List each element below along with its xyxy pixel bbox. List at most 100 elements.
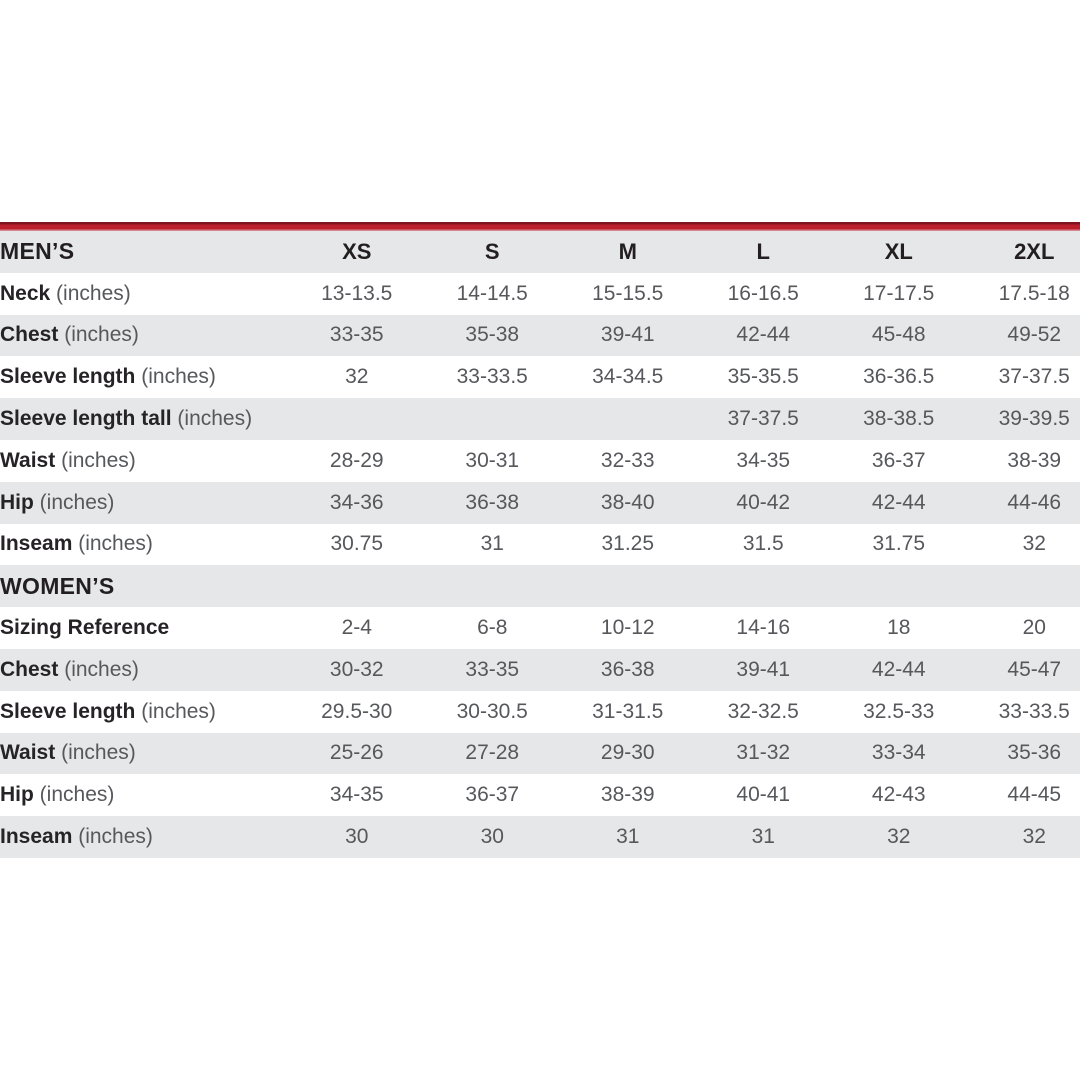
size-value: 31.75 [872, 532, 926, 556]
size-value: 39-41 [736, 657, 791, 681]
size-value: 31-32 [736, 741, 791, 765]
row-label-cell: Waist (inches) [0, 440, 289, 482]
size-value: 33-35 [329, 323, 384, 347]
size-header-xl: XL [884, 238, 913, 264]
row-label-cell: Inseam (inches) [0, 816, 289, 858]
measurement-label: Chest [0, 323, 59, 347]
size-value: 32-32.5 [727, 699, 799, 723]
size-value: 2-4 [341, 616, 372, 640]
row-label-cell: Chest (inches) [0, 649, 289, 691]
size-value: 32 [1022, 825, 1046, 849]
size-value: 34-36 [329, 490, 384, 514]
size-value: 38-38.5 [863, 407, 935, 431]
size-value: 40-42 [736, 490, 791, 514]
size-value: 49-52 [1007, 323, 1062, 347]
row-label-cell: Sleeve length (inches) [0, 691, 289, 733]
size-value: 34-35 [736, 448, 791, 472]
red-top-rule [0, 222, 1080, 231]
table-row-mens-sleeve-length-tall: Sleeve length tall (inches) 37-37.5 38-3… [0, 398, 1080, 440]
measurement-unit: (inches) [64, 323, 139, 347]
table-row-womens-sizing-reference: Sizing Reference 2-4 6-8 10-12 14-16 18 … [0, 607, 1080, 649]
size-value [425, 398, 561, 440]
table-row-womens-waist: Waist (inches) 25-26 27-28 29-30 31-32 3… [0, 732, 1080, 775]
size-value: 36-38 [600, 657, 655, 681]
table-row-womens-inseam: Inseam (inches) 30 30 31 31 32 32 [0, 816, 1080, 858]
womens-section-title: WOMEN’S [0, 572, 115, 599]
size-value: 35-36 [1007, 741, 1062, 765]
size-value: 45-48 [871, 323, 926, 347]
size-value: 17.5-18 [998, 281, 1070, 305]
row-label-cell: Hip (inches) [0, 774, 289, 816]
size-value: 6-8 [477, 616, 508, 640]
measurement-label: Sleeve length tall [0, 407, 172, 431]
size-value: 44-45 [1007, 783, 1062, 807]
size-value [289, 398, 425, 440]
size-value: 37-37.5 [998, 365, 1070, 389]
row-label-cell: Hip (inches) [0, 482, 289, 524]
size-value: 27-28 [465, 741, 520, 765]
size-value: 37-37.5 [727, 407, 799, 431]
size-value: 16-16.5 [727, 281, 799, 305]
row-label-cell: Sleeve length tall (inches) [0, 398, 289, 440]
size-value: 31.25 [601, 532, 655, 556]
size-value: 32-33 [600, 448, 655, 472]
size-value: 31 [751, 825, 775, 849]
mens-section-title: MEN’S [0, 238, 75, 265]
size-value: 28-29 [329, 448, 384, 472]
size-header-2xl: 2XL [1014, 238, 1055, 264]
size-value: 34-35 [329, 783, 384, 807]
measurement-label: Sleeve length [0, 365, 136, 389]
size-chart: MEN’S XS S M L XL 2XL Neck (inches) 13-1… [0, 222, 1080, 858]
table-row-mens-waist: Waist (inches) 28-29 30-31 32-33 34-35 3… [0, 440, 1080, 482]
size-value: 42-44 [736, 323, 791, 347]
measurement-label: Waist [0, 741, 56, 765]
womens-header-row: WOMEN’S [0, 565, 1080, 608]
table-row-mens-neck: Neck (inches) 13-13.5 14-14.5 15-15.5 16… [0, 273, 1080, 315]
size-value: 36-36.5 [863, 365, 935, 389]
size-value: 35-35.5 [727, 365, 799, 389]
size-value: 18 [887, 616, 911, 640]
size-value: 20 [1022, 616, 1046, 640]
size-value: 29.5-30 [321, 699, 393, 723]
measurement-unit: (inches) [64, 657, 139, 681]
measurement-label: Waist [0, 448, 56, 472]
size-header-xs: XS [342, 238, 372, 264]
size-value: 31 [616, 825, 640, 849]
measurement-label: Hip [0, 783, 34, 807]
size-value: 17-17.5 [863, 281, 935, 305]
table-row-womens-sleeve-length: Sleeve length (inches) 29.5-30 30-30.5 3… [0, 691, 1080, 733]
size-value: 29-30 [600, 741, 655, 765]
size-value: 36-37 [871, 448, 926, 472]
measurement-unit: (inches) [61, 448, 136, 472]
measurement-unit: (inches) [141, 365, 216, 389]
row-label-cell: Sizing Reference [0, 607, 289, 649]
measurement-unit: (inches) [56, 281, 131, 305]
size-value: 39-41 [600, 323, 655, 347]
size-value: 42-44 [871, 657, 926, 681]
size-value: 42-43 [871, 783, 926, 807]
measurement-label: Inseam [0, 532, 73, 556]
table-row-mens-chest: Chest (inches) 33-35 35-38 39-41 42-44 4… [0, 314, 1080, 357]
size-value: 14-16 [736, 616, 791, 640]
size-value: 39-39.5 [998, 407, 1070, 431]
size-value: 25-26 [329, 741, 384, 765]
size-value: 32 [345, 365, 369, 389]
size-value: 14-14.5 [456, 281, 528, 305]
size-value: 38-39 [600, 783, 655, 807]
size-value: 44-46 [1007, 490, 1062, 514]
measurement-label: Sleeve length [0, 699, 136, 723]
table-row-mens-hip: Hip (inches) 34-36 36-38 38-40 40-42 42-… [0, 481, 1080, 524]
size-value: 33-33.5 [998, 699, 1070, 723]
measurement-unit: (inches) [39, 490, 115, 514]
size-value: 30-30.5 [456, 699, 528, 723]
mens-header-row: MEN’S XS S M L XL 2XL [0, 231, 1080, 273]
size-value: 34-34.5 [592, 365, 664, 389]
size-value: 30 [345, 825, 369, 849]
size-value: 40-41 [736, 783, 791, 807]
size-value: 31-31.5 [592, 699, 664, 723]
row-label-cell: Waist (inches) [0, 733, 289, 775]
size-value: 35-38 [465, 323, 520, 347]
size-value: 15-15.5 [592, 281, 664, 305]
size-value: 32.5-33 [863, 699, 935, 723]
size-value: 32 [887, 825, 911, 849]
